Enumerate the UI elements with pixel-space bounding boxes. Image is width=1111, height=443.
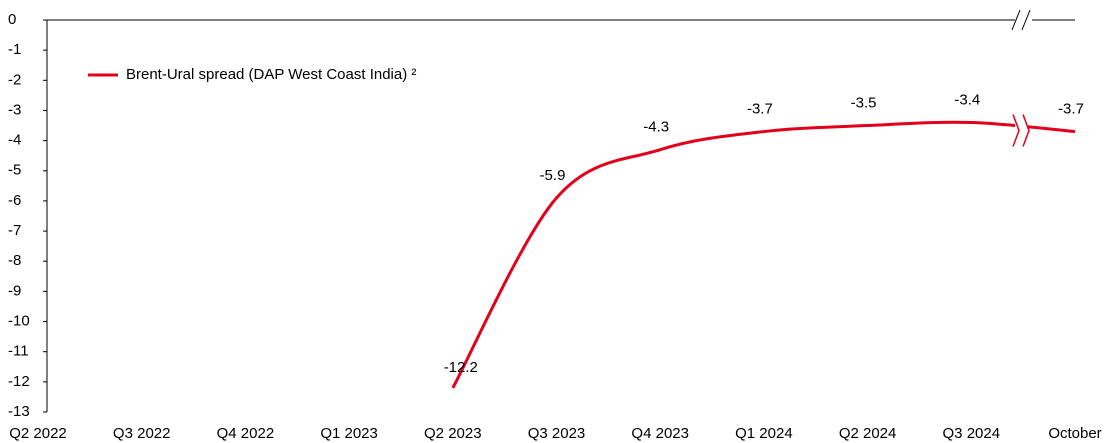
axis-break xyxy=(1011,9,1031,31)
line-break xyxy=(1012,114,1030,147)
y-tick-label: 0 xyxy=(8,11,16,28)
x-tick-label: Q3 2022 xyxy=(113,425,171,442)
y-tick-label: -5 xyxy=(8,162,21,179)
x-tick-label: Q2 2024 xyxy=(839,425,897,442)
x-tick-label: Q2 2022 xyxy=(9,425,67,442)
y-tick-label: -6 xyxy=(8,192,21,209)
data-label: -3.7 xyxy=(747,101,773,118)
y-tick-label: -7 xyxy=(8,222,21,239)
x-tick-label: Q1 2023 xyxy=(320,425,378,442)
x-tick-label: Q3 2023 xyxy=(528,425,586,442)
data-label: -5.9 xyxy=(540,167,566,184)
y-tick-label: -12 xyxy=(8,373,30,390)
data-label: -3.5 xyxy=(851,95,877,112)
y-tick-label: -4 xyxy=(8,132,21,149)
data-label: -3.4 xyxy=(954,91,980,108)
y-tick-label: -13 xyxy=(8,403,30,420)
data-label: -12.2 xyxy=(444,359,478,376)
y-tick-label: -8 xyxy=(8,252,21,269)
legend: Brent-Ural spread (DAP West Coast India)… xyxy=(88,66,416,83)
x-tick-label: Q1 2024 xyxy=(735,425,793,442)
y-tick-label: -10 xyxy=(8,313,30,330)
x-tick-label: October xyxy=(1048,425,1101,442)
y-tick-label: -9 xyxy=(8,282,21,299)
y-tick-label: -3 xyxy=(8,101,21,118)
legend-label: Brent-Ural spread (DAP West Coast India)… xyxy=(126,66,416,83)
x-tick-label: Q4 2023 xyxy=(631,425,689,442)
y-tick-label: -1 xyxy=(8,41,21,58)
x-tick-label: Q3 2024 xyxy=(943,425,1001,442)
line xyxy=(451,120,1076,389)
line-break-gap xyxy=(1015,114,1027,147)
x-tick-label: Q4 2022 xyxy=(217,425,275,442)
y-tick-label: -11 xyxy=(8,343,29,360)
x-tick-label: Q2 2023 xyxy=(424,425,482,442)
data-label: -4.3 xyxy=(643,119,669,136)
y-tick-label: -2 xyxy=(8,71,21,88)
data-label: -3.7 xyxy=(1058,101,1084,118)
